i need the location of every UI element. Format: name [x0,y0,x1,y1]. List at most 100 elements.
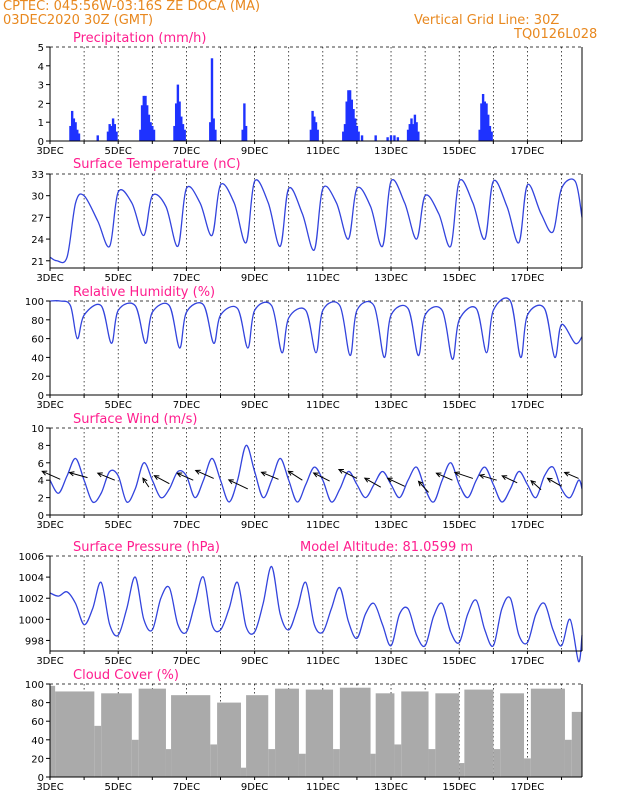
x-tick-label: 7DEC [173,520,200,531]
wind-arrow [97,472,115,481]
y-tick-label: 998 [25,636,44,647]
precip-bar [309,129,313,141]
precip-bar [347,90,350,141]
x-tick-label: 3DEC [36,273,63,284]
x-tick-label: 13DEC [374,146,408,157]
wind-arrow-head [41,470,48,476]
wind-arrow-head [68,471,75,477]
wind-arrow [288,470,303,481]
precip-bar [210,58,214,141]
x-tick-label: 15DEC [442,400,476,411]
precip-bar [180,116,183,141]
x-tick-label: 13DEC [374,273,408,284]
precip-bar [149,122,152,141]
cloud-cover-bar [138,688,166,777]
y-tick-label: 40 [31,353,44,364]
wind-arrow [436,472,453,481]
x-tick-label: 3DEC [36,400,63,411]
panel-title: Surface Wind (m/s) [73,412,197,427]
cloud-cover-bar [333,749,340,777]
wind-arrow-head [546,477,553,483]
x-tick-label: 11DEC [306,656,340,667]
wind-arrow-head [530,480,537,486]
wind-arrow [564,472,579,479]
wind-arrow-head [337,468,344,474]
x-tick-label: 17DEC [511,273,545,284]
cloud-cover-bar [217,702,241,777]
precip-bar [77,133,81,141]
precip-bar [311,110,314,141]
wind-arrow [313,472,330,482]
panel-6 [46,683,583,780]
cloud-cover-bar [435,693,460,777]
cloud-cover-bar [131,739,139,777]
precip-bar [396,137,400,141]
precip-bar [174,103,178,141]
y-tick-label: 30 [31,192,44,203]
precip-bar [348,90,352,141]
x-tick-label: 13DEC [374,782,408,793]
y-tick-label: 1006 [19,552,44,563]
precip-bar [393,135,396,141]
y-tick-label: 3 [38,81,44,92]
precip-bar [178,101,181,141]
precip-bar [151,125,154,141]
wind-arrow-head [194,469,201,475]
cloud-cover-bar [530,688,565,777]
x-tick-label: 15DEC [442,146,476,157]
precip-bar [147,114,151,141]
wind-arrow-head [363,477,370,483]
x-tick-label: 3DEC [36,782,63,793]
precip-bar [209,122,212,141]
precip-bar [413,114,417,141]
y-tick-label: 100 [25,680,44,691]
x-tick-label: 9DEC [241,656,268,667]
cloud-cover-bar [500,693,525,777]
x-tick-label: 5DEC [105,273,132,284]
wind-arrow [261,471,279,480]
x-tick-label: 11DEC [306,782,340,793]
y-tick-label: 5 [38,43,44,54]
precip-bar [113,124,116,141]
x-tick-label: 5DEC [105,400,132,411]
run-time: 03DEC2020 30Z (GMT) [3,13,154,28]
x-tick-label: 11DEC [306,146,340,157]
y-tick-label: 24 [31,235,44,246]
x-tick-label: 5DEC [105,146,132,157]
precip-bar [111,118,115,141]
precip-bar [106,131,110,141]
wind-arrow-head [142,477,148,484]
wind-arrow-head [453,471,460,477]
precip-bar [139,129,142,141]
wind-arrow-head [417,480,424,487]
precip-bar [415,122,418,141]
wind-arrow [69,472,88,479]
precip-bar [72,118,76,141]
precip-bar [485,103,488,141]
x-tick-label: 9DEC [241,400,268,411]
panel-title: Precipitation (mm/h) [73,31,206,46]
panel-5 [46,555,583,663]
cloud-cover-bar [298,753,306,777]
precip-bar [314,122,318,141]
y-tick-label: 100 [25,297,44,308]
wind-arrow-head [176,472,183,478]
wind-arrow [338,469,358,479]
panel-subtitle: Model Altitude: 81.0599 m [300,540,473,555]
cloud-cover-bar [240,767,247,777]
precip-bar [357,131,360,141]
precip-bar [406,129,410,141]
cloud-cover-bar [370,753,376,777]
precip-bar [352,109,355,141]
precip-bar [490,131,493,141]
x-tick-label: 15DEC [442,273,476,284]
wind-arrow [154,475,170,485]
cloud-cover-bar [210,744,218,777]
precip-bar [417,131,420,141]
precip-bar [411,124,415,141]
precip-bar [145,105,149,141]
station-title: CPTEC: 045:56W-03:16S ZE DOCA (MA) [3,0,261,14]
precip-bar [243,103,246,141]
y-tick-label: 27 [31,213,44,224]
